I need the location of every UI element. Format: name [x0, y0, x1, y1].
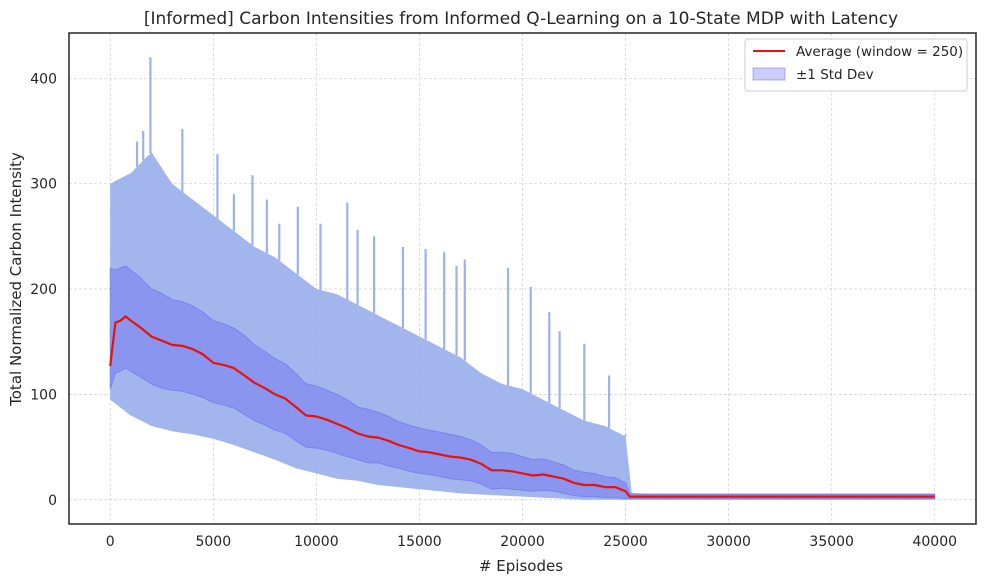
- std-dev-band: [109, 265, 936, 500]
- y-tick-label: 0: [48, 493, 57, 509]
- y-tick-label: 300: [30, 177, 57, 193]
- average-line-layer: [109, 315, 935, 498]
- x-tick-label: 20000: [500, 534, 545, 550]
- legend-average-label: Average (window = 250): [796, 44, 963, 60]
- y-tick-label: 400: [30, 71, 57, 87]
- y-tick-label: 200: [30, 282, 57, 298]
- x-tick-label: 35000: [809, 534, 854, 550]
- y-axis-label: Total Normalized Carbon Intensity: [7, 152, 25, 407]
- std-dev-band-layer: [109, 265, 936, 500]
- y-tick-label: 100: [30, 387, 57, 403]
- x-tick-label: 25000: [603, 534, 648, 550]
- raw-values-area: [110, 152, 935, 500]
- x-tick-label: 40000: [912, 534, 957, 550]
- legend-std-dev-label: ±1 Std Dev: [796, 67, 874, 83]
- x-tick-label: 0: [106, 534, 115, 550]
- x-axis-ticks: 0 5000 10000 15000 20000 25000 30000 35000 40000: [106, 534, 957, 550]
- legend: Average (window = 250) ±1 Std Dev: [744, 38, 968, 92]
- plot-frame: [68, 32, 977, 525]
- x-tick-label: 10000: [294, 534, 339, 550]
- chart-title: [Informed] Carbon Intensities from Infor…: [144, 9, 898, 29]
- x-tick-label: 30000: [706, 534, 751, 550]
- plot-area: [68, 32, 977, 525]
- legend-box: [744, 38, 968, 92]
- x-axis-label: # Episodes: [479, 557, 563, 575]
- x-tick-label: 5000: [195, 534, 231, 550]
- y-axis-ticks: 0 100 200 300 400: [30, 71, 57, 508]
- average-line: [109, 315, 935, 498]
- x-tick-label: 15000: [397, 534, 442, 550]
- raw-values-layer: [110, 57, 935, 500]
- legend-std-dev-swatch: [752, 67, 786, 81]
